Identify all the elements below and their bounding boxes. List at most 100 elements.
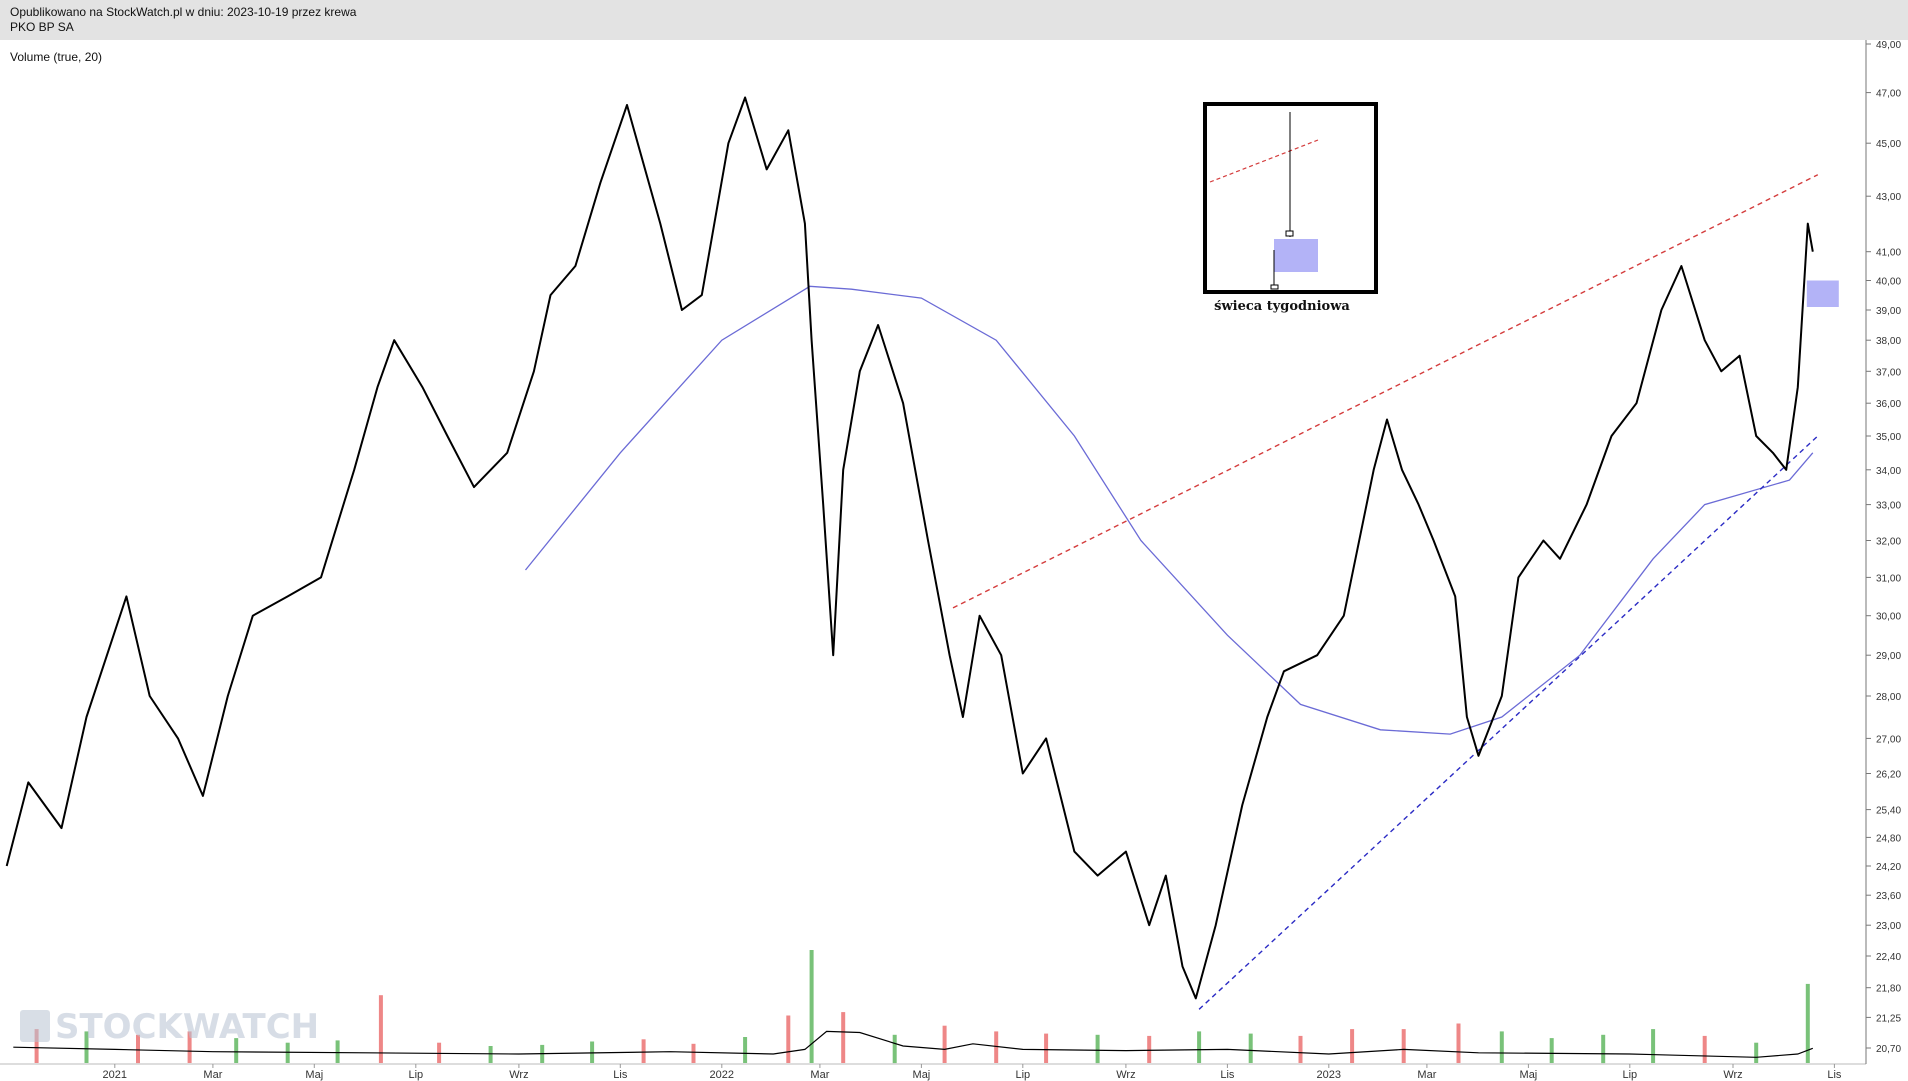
volume-bar <box>1456 1023 1461 1063</box>
volume-bar <box>641 1039 646 1063</box>
volume-bar <box>1298 1035 1303 1063</box>
y-tick-label: 20,70 <box>1876 1044 1901 1055</box>
volume-bar <box>1601 1034 1606 1064</box>
x-tick-label: Wrz <box>1116 1069 1135 1081</box>
y-tick-label: 41,00 <box>1876 248 1901 259</box>
x-tick-label: Lis <box>613 1069 628 1081</box>
x-tick-label: Mar <box>1417 1069 1436 1081</box>
volume-bar <box>892 1034 897 1064</box>
weekly-candle-body <box>1806 280 1839 307</box>
x-tick-label: Lip <box>1622 1069 1637 1081</box>
volume-bar <box>1549 1038 1554 1063</box>
volume-bar <box>335 1040 340 1063</box>
volume-bar <box>1147 1035 1152 1063</box>
y-tick-label: 22,40 <box>1876 952 1901 963</box>
ticker-name: PKO BP SA <box>10 20 74 34</box>
price-layer <box>5 96 1814 1000</box>
x-axis: 2021 Mar Maj Lip Wrz Lis 2022 Mar Maj Lip Wrz Lis 20… <box>103 1064 1842 1081</box>
x-tick-label: Wrz <box>1723 1069 1742 1081</box>
y-tick-label: 47,00 <box>1876 89 1901 100</box>
watermark-logo: STOCKWATCH <box>20 1007 319 1047</box>
y-tick-label: 32,00 <box>1876 537 1901 548</box>
y-tick-label: 33,00 <box>1876 501 1901 512</box>
y-tick-label: 24,80 <box>1876 833 1901 844</box>
plot-frame <box>0 40 1867 1065</box>
volume-bar <box>1248 1033 1253 1063</box>
volume-bar <box>136 1034 140 1064</box>
y-tick-label: 24,20 <box>1876 862 1901 873</box>
x-tick-label: Mar <box>810 1069 829 1081</box>
y-tick-label: 25,40 <box>1876 806 1901 817</box>
volume-bar <box>786 1015 791 1063</box>
x-tick-label: Maj <box>305 1069 323 1081</box>
y-tick-label: 36,00 <box>1876 399 1901 410</box>
volume-bar <box>1499 1031 1504 1063</box>
volume-bar <box>590 1041 595 1063</box>
y-tick-label: 40,00 <box>1876 277 1901 288</box>
inset-candle-open-marker <box>1285 230 1294 237</box>
x-tick-label: 2022 <box>710 1069 734 1081</box>
volume-bar <box>1044 1033 1049 1063</box>
volume-bar <box>743 1037 748 1063</box>
y-tick-label: 21,25 <box>1876 1013 1901 1024</box>
x-tick-label: 2023 <box>1317 1069 1341 1081</box>
volume-bar <box>809 950 814 1063</box>
volume-bar <box>34 1029 39 1063</box>
volume-bar <box>1754 1042 1759 1063</box>
weekly-candle-marker <box>1806 280 1839 307</box>
x-tick-label: Mar <box>203 1069 222 1081</box>
x-tick-label: 2021 <box>103 1069 127 1081</box>
trendline-layer <box>952 174 1819 1010</box>
watermark-text: STOCKWATCH <box>55 1007 319 1047</box>
volume-bar <box>1197 1031 1202 1063</box>
x-tick-label: Lis <box>1827 1069 1842 1081</box>
y-tick-label: 34,00 <box>1876 466 1901 477</box>
volume-bar <box>488 1046 493 1063</box>
volume-panel <box>13 950 1814 1064</box>
x-tick-label: Maj <box>1520 1069 1538 1081</box>
x-tick-label: Maj <box>913 1069 931 1081</box>
y-tick-label: 27,00 <box>1876 734 1901 745</box>
y-tick-label: 23,00 <box>1876 921 1901 932</box>
y-tick-label: 35,00 <box>1876 432 1901 443</box>
y-tick-label: 26,20 <box>1876 770 1901 781</box>
inset-caption: świeca tygodniowa <box>1214 299 1350 314</box>
volume-bar <box>1350 1029 1355 1063</box>
volume-bar <box>234 1038 239 1063</box>
y-tick-label: 30,00 <box>1876 612 1901 623</box>
volume-bar <box>1095 1034 1100 1064</box>
volume-bar <box>841 1012 846 1063</box>
volume-bar <box>285 1042 290 1063</box>
volume-bar <box>1651 1029 1656 1063</box>
x-tick-label: Lip <box>408 1069 423 1081</box>
moving-average-layer <box>524 285 1814 735</box>
weekly-candle-inset: świeca tygodniowa <box>1203 102 1378 314</box>
x-tick-label: Wrz <box>509 1069 528 1081</box>
volume-bar <box>187 1031 192 1063</box>
volume-indicator-label: Volume (true, 20) <box>10 50 102 64</box>
volume-bar <box>691 1043 696 1063</box>
volume-bar <box>84 1031 89 1063</box>
volume-ma-line <box>13 1030 1814 1058</box>
moving-average-line <box>524 285 1814 735</box>
resistance-trendline <box>952 174 1819 609</box>
volume-bar <box>942 1025 947 1063</box>
y-tick-label: 29,00 <box>1876 651 1901 662</box>
y-tick-label: 45,00 <box>1876 139 1901 150</box>
y-tick-label: 23,60 <box>1876 891 1901 902</box>
publication-info: Opublikowano na StockWatch.pl w dniu: 20… <box>10 5 357 19</box>
y-tick-label: 38,00 <box>1876 336 1901 347</box>
x-tick-label: Lip <box>1015 1069 1030 1081</box>
y-tick-label: 37,00 <box>1876 367 1901 378</box>
y-tick-label: 49,00 <box>1876 40 1901 51</box>
y-tick-label: 21,80 <box>1876 984 1901 995</box>
support-trendline <box>1198 435 1819 1010</box>
volume-bar <box>1805 983 1810 1063</box>
chart-header: Opublikowano na StockWatch.pl w dniu: 20… <box>0 0 1908 40</box>
y-tick-label: 39,00 <box>1876 306 1901 317</box>
inset-candle-body <box>1274 239 1318 272</box>
volume-bar <box>378 995 383 1063</box>
volume-bar <box>994 1031 999 1063</box>
y-axis: 20,70 21,25 21,80 22,40 23,00 23,60 24,20 24,80… <box>1866 40 1901 1055</box>
